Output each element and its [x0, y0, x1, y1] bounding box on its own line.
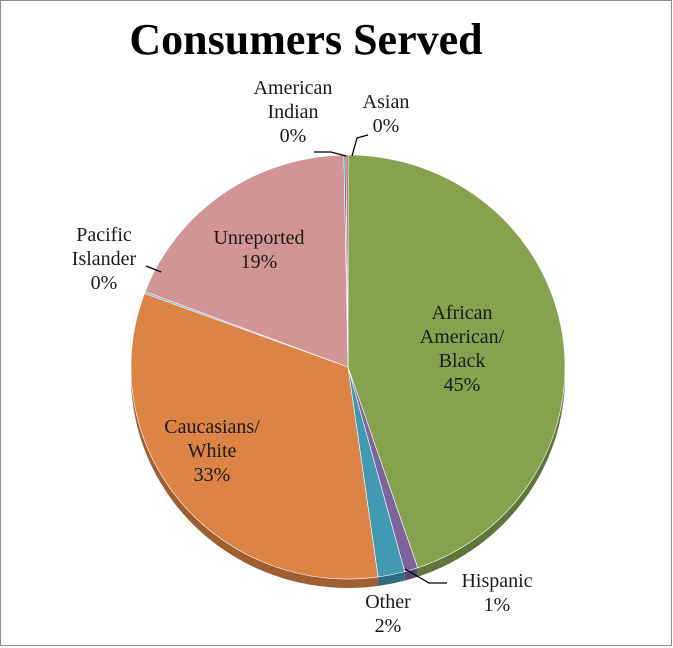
- data-label-caucasians-white: Caucasians/White 33%: [164, 416, 260, 486]
- data-label-category: American/: [420, 326, 505, 348]
- data-label-hispanic: Hispanic 1%: [461, 570, 532, 616]
- data-label-other: Other 2%: [365, 591, 411, 637]
- data-label-african-american-black: African American/Black 45%: [420, 302, 505, 396]
- pie-slice-african-american-black: [347, 154, 566, 569]
- data-label-percent: 0%: [91, 272, 118, 294]
- data-label-category: Other: [365, 591, 411, 613]
- data-label-percent: 33%: [194, 464, 231, 486]
- pie-depth-other: [378, 571, 405, 586]
- data-label-category: White: [188, 440, 237, 462]
- data-label-category: Hispanic: [461, 570, 532, 592]
- pie-slice-caucasians-white: [130, 293, 379, 580]
- data-label-category: Indian: [267, 101, 318, 123]
- slice-labels: African American/Black 45% Hispanic 1% Other 2…: [72, 77, 533, 637]
- data-label-percent: 2%: [375, 615, 402, 637]
- data-label-category: Asian: [363, 91, 410, 113]
- data-label-percent: 45%: [444, 374, 481, 396]
- pie-slices: [130, 154, 566, 580]
- pie-slice-unreported: [144, 154, 349, 368]
- data-label-category: Islander: [72, 248, 137, 270]
- data-label-unreported: Unreported 19%: [213, 227, 304, 273]
- data-label-category: Caucasians/: [164, 416, 260, 438]
- leader-line-hispanic: [404, 568, 447, 584]
- data-label-percent: 19%: [241, 251, 278, 273]
- data-label-category: American: [254, 77, 333, 99]
- data-label-percent: 0%: [373, 115, 400, 137]
- leader-line-pacific-islander: [145, 265, 162, 273]
- pie-depth-african-american-black: [417, 367, 565, 577]
- pie-slice-asian: [345, 154, 349, 368]
- data-label-category: Black: [439, 350, 486, 372]
- data-label-category: Unreported: [213, 227, 304, 249]
- leader-line-asian: [351, 134, 369, 157]
- data-label-category: Pacific: [76, 224, 132, 246]
- leader-line-american-indian: [314, 151, 347, 157]
- data-label-pacific-islander: Pacific Islander 0%: [72, 224, 137, 294]
- data-label-percent: 0%: [280, 125, 307, 147]
- data-label-percent: 1%: [484, 594, 511, 616]
- data-label-category: African: [431, 302, 492, 324]
- leader-lines: [145, 134, 447, 584]
- data-label-american-indian: American Indian 0%: [254, 77, 333, 147]
- data-label-asian: Asian 0%: [363, 91, 410, 137]
- chart-title: Consumers Served: [129, 15, 482, 64]
